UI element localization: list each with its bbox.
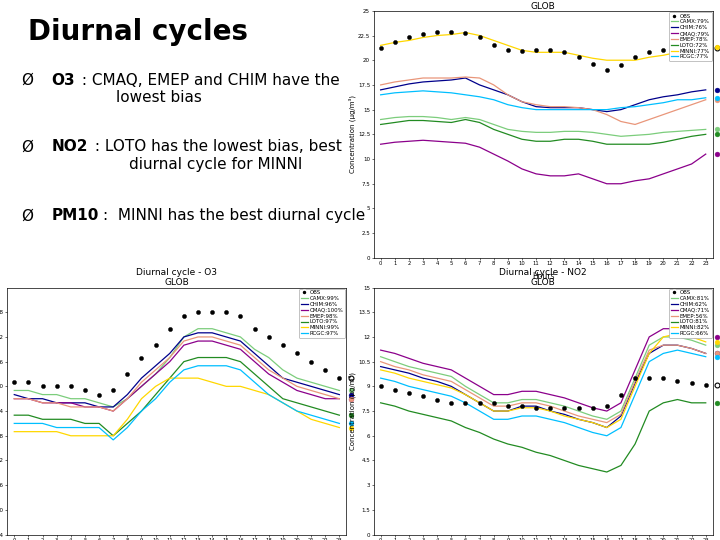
Text: O3: O3 xyxy=(51,72,75,87)
Text: : LOTO has the lowest bias, best
        diurnal cycle for MINNI: : LOTO has the lowest bias, best diurnal… xyxy=(90,139,342,172)
Legend: OBS, CAMX:79%, CHIM:76%, CMAQ:79%, EMEP:78%, LOTO:72%, MINNI:77%, RCGC:77%: OBS, CAMX:79%, CHIM:76%, CMAQ:79%, EMEP:… xyxy=(669,12,711,61)
Text: Ø: Ø xyxy=(21,208,33,224)
X-axis label: Hours: Hours xyxy=(532,272,554,281)
Y-axis label: Concentration (μg/m³): Concentration (μg/m³) xyxy=(349,96,356,173)
Text: NO2: NO2 xyxy=(51,139,88,154)
Legend: OBS, CAMX:81%, CHIM:62%, CMAQ:71%, EMEP:56%, LOTO:81%, MINNI:82%, RCGC:66%: OBS, CAMX:81%, CHIM:62%, CMAQ:71%, EMEP:… xyxy=(669,289,711,338)
Text: Ø: Ø xyxy=(21,72,33,87)
Legend: OBS, CAMX:99%, CHIM:96%, CMAQ:100%, EMEP:98%, LOTO:97%, MINNI:99%, RCGC:97%: OBS, CAMX:99%, CHIM:96%, CMAQ:100%, EMEP… xyxy=(300,289,346,338)
Title: Diurnal cycle - O3
GLOB: Diurnal cycle - O3 GLOB xyxy=(136,268,217,287)
Text: Diurnal cycles: Diurnal cycles xyxy=(27,18,248,46)
Text: Ø: Ø xyxy=(21,139,33,154)
Title: Diurnal cycle - NO2
GLOB: Diurnal cycle - NO2 GLOB xyxy=(500,268,587,287)
Text: PM10: PM10 xyxy=(51,208,99,224)
Y-axis label: Concentration (μg/m³): Concentration (μg/m³) xyxy=(349,372,356,450)
Title: Diurnal cycle - PM10
GLOB: Diurnal cycle - PM10 GLOB xyxy=(497,0,590,11)
Text: :  MINNI has the best diurnal cycle: : MINNI has the best diurnal cycle xyxy=(103,208,365,224)
Text: : CMAQ, EMEP and CHIM have the
        lowest bias: : CMAQ, EMEP and CHIM have the lowest bi… xyxy=(77,72,340,105)
